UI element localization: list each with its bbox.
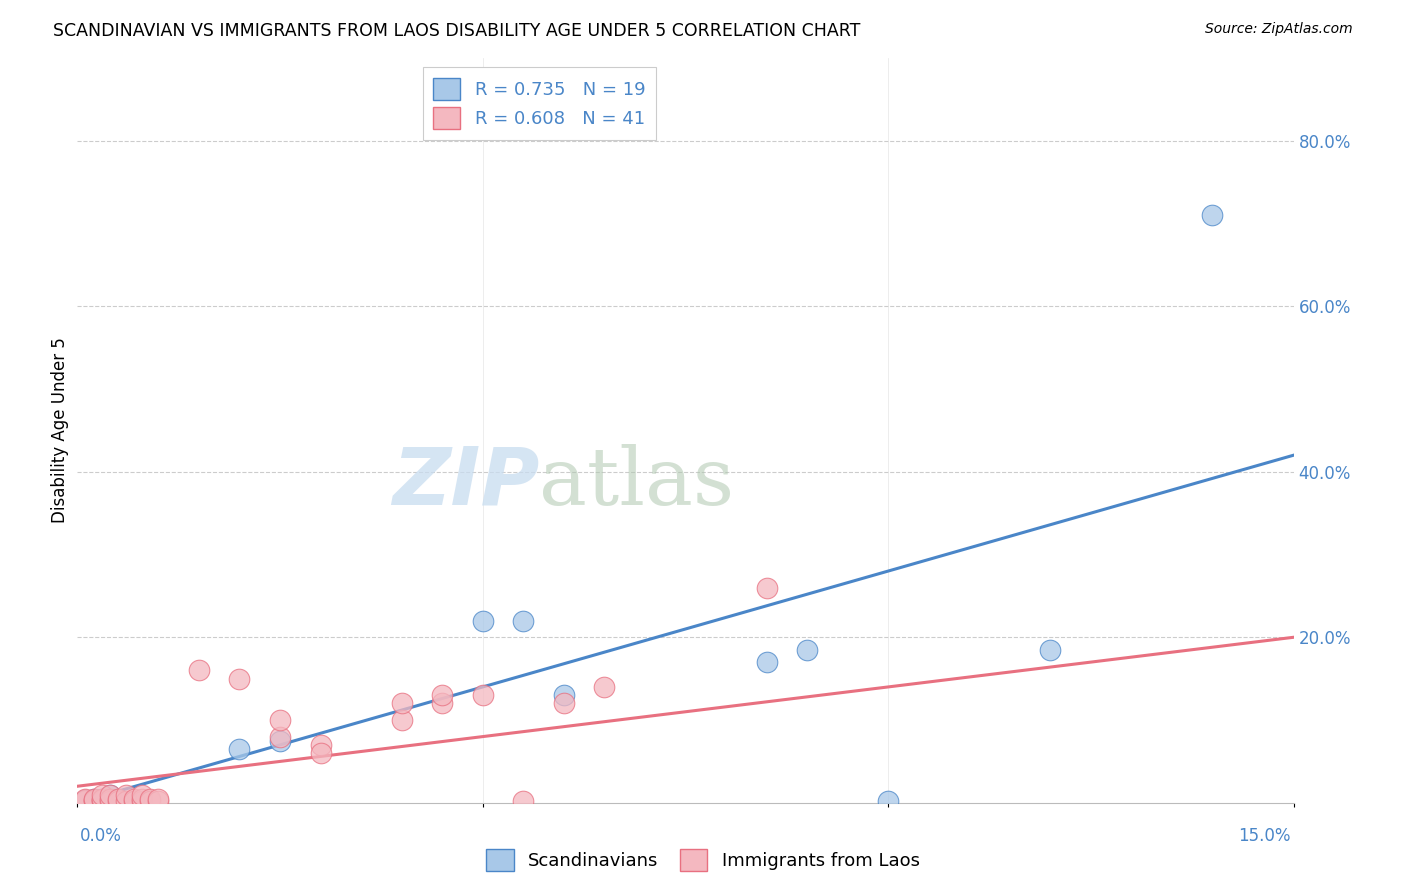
- Point: [148, 794, 170, 808]
- Point: [139, 794, 162, 808]
- Point: [107, 794, 129, 808]
- Point: [98, 791, 121, 805]
- Point: [90, 794, 112, 808]
- Point: [269, 713, 291, 727]
- Point: [122, 791, 145, 805]
- Point: [83, 794, 105, 808]
- Point: [553, 688, 575, 702]
- Point: [228, 742, 250, 756]
- Point: [98, 788, 121, 802]
- Text: atlas: atlas: [540, 443, 734, 522]
- Point: [553, 697, 575, 711]
- Point: [83, 794, 105, 808]
- Point: [107, 794, 129, 808]
- Point: [131, 788, 153, 802]
- Point: [391, 713, 413, 727]
- Text: SCANDINAVIAN VS IMMIGRANTS FROM LAOS DISABILITY AGE UNDER 5 CORRELATION CHART: SCANDINAVIAN VS IMMIGRANTS FROM LAOS DIS…: [53, 22, 860, 40]
- Point: [391, 697, 413, 711]
- Point: [75, 794, 97, 808]
- Point: [471, 614, 494, 628]
- Point: [755, 581, 778, 595]
- Legend: R = 0.735   N = 19, R = 0.608   N = 41: R = 0.735 N = 19, R = 0.608 N = 41: [423, 67, 657, 140]
- Point: [755, 655, 778, 669]
- Point: [115, 794, 138, 808]
- Point: [90, 791, 112, 805]
- Point: [430, 697, 453, 711]
- Point: [98, 788, 121, 802]
- Point: [75, 794, 97, 808]
- Point: [83, 793, 105, 807]
- Point: [83, 791, 105, 805]
- Point: [75, 793, 97, 807]
- Text: 15.0%: 15.0%: [1239, 827, 1291, 845]
- Point: [90, 791, 112, 805]
- Text: 0.0%: 0.0%: [80, 827, 122, 845]
- Point: [796, 642, 818, 657]
- Point: [228, 672, 250, 686]
- Point: [107, 791, 129, 805]
- Point: [593, 680, 616, 694]
- Point: [115, 788, 138, 802]
- Point: [512, 614, 534, 628]
- Point: [139, 791, 162, 805]
- Point: [309, 738, 332, 752]
- Point: [131, 794, 153, 808]
- Point: [107, 791, 129, 805]
- Point: [122, 794, 145, 808]
- Legend: Scandinavians, Immigrants from Laos: Scandinavians, Immigrants from Laos: [479, 842, 927, 879]
- Point: [309, 746, 332, 760]
- Point: [131, 791, 153, 805]
- Point: [90, 794, 112, 808]
- Point: [83, 791, 105, 805]
- Text: Source: ZipAtlas.com: Source: ZipAtlas.com: [1205, 22, 1353, 37]
- Y-axis label: Disability Age Under 5: Disability Age Under 5: [51, 337, 69, 524]
- Point: [90, 788, 112, 802]
- Point: [1201, 208, 1223, 222]
- Point: [75, 793, 97, 807]
- Point: [430, 688, 453, 702]
- Point: [90, 793, 112, 807]
- Point: [877, 794, 900, 808]
- Point: [471, 688, 494, 702]
- Point: [98, 794, 121, 808]
- Point: [269, 733, 291, 747]
- Point: [188, 664, 211, 678]
- Point: [1039, 642, 1062, 657]
- Point: [512, 794, 534, 808]
- Point: [148, 791, 170, 805]
- Point: [75, 791, 97, 805]
- Text: ZIP: ZIP: [392, 443, 540, 522]
- Point: [269, 730, 291, 744]
